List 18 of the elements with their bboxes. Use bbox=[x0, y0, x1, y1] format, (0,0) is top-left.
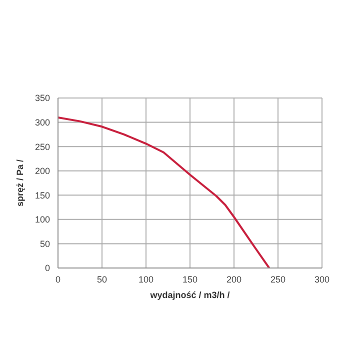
x-tick-label: 150 bbox=[182, 274, 198, 284]
y-tick-label: 150 bbox=[34, 190, 50, 200]
y-tick-label: 300 bbox=[34, 117, 50, 128]
y-tick-label: 0 bbox=[44, 263, 50, 274]
y-tick-label: 100 bbox=[34, 214, 50, 225]
x-tick-label: 0 bbox=[55, 274, 61, 284]
x-tick-label: 200 bbox=[226, 274, 242, 284]
y-tick-label: 250 bbox=[34, 142, 50, 152]
line-series bbox=[58, 116, 270, 268]
y-tick-label: 200 bbox=[34, 166, 50, 176]
y-tick-label: 350 bbox=[34, 93, 50, 104]
x-tick-label: 100 bbox=[138, 274, 154, 284]
x-tick-label: 250 bbox=[270, 274, 286, 284]
x-tick-label: 300 bbox=[314, 274, 330, 284]
y-tick-label: 50 bbox=[40, 238, 50, 249]
y-axis-title: spręż / Pa / bbox=[15, 158, 26, 207]
x-axis-title: wydajność / m3/h / bbox=[149, 290, 230, 300]
x-tick-label: 50 bbox=[96, 274, 108, 284]
